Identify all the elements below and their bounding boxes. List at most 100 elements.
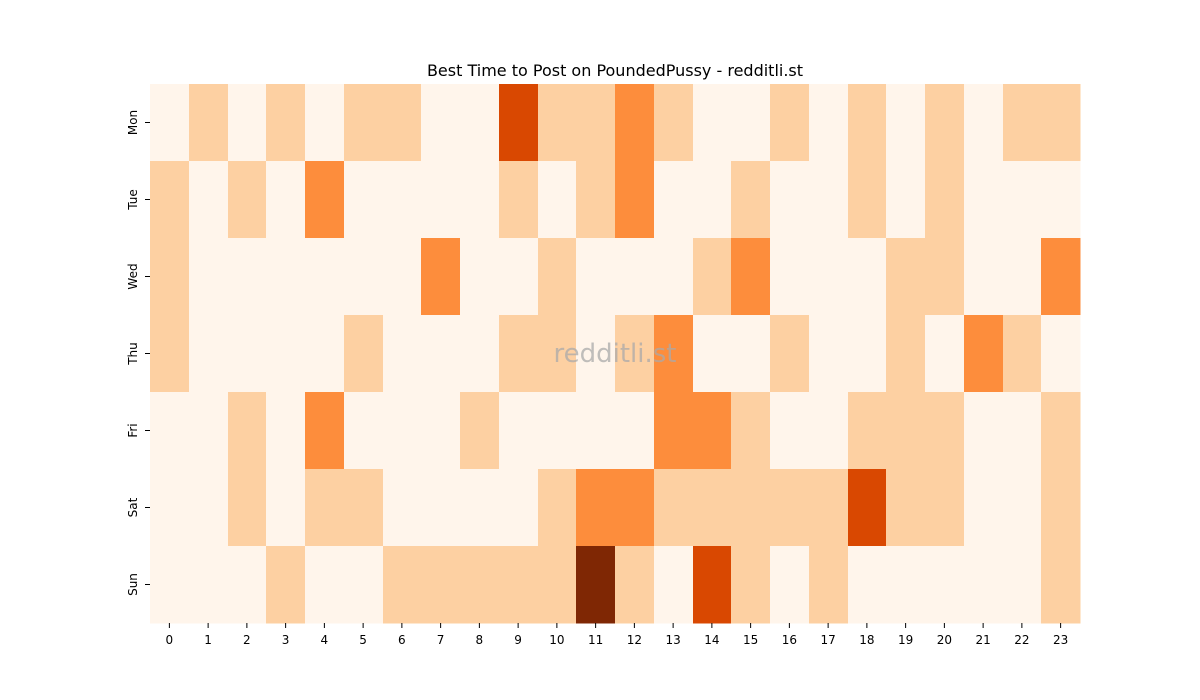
heatmap-cell — [654, 84, 694, 162]
heatmap-cell — [654, 161, 694, 239]
heatmap-cell — [228, 238, 267, 316]
heatmap-cell — [344, 315, 384, 393]
heatmap-cell — [150, 546, 190, 624]
heatmap-cell — [421, 392, 461, 470]
y-axis-ticks: Mon Tue Wed Thu Fri Sat Sun — [126, 110, 150, 596]
heatmap-cell — [228, 84, 267, 162]
heatmap-cell — [1041, 469, 1081, 547]
heatmap-cell — [654, 546, 694, 624]
heatmap-cell — [925, 161, 965, 239]
heatmap-cell — [499, 546, 539, 624]
heatmap-cell — [150, 315, 190, 393]
heatmap-cell — [266, 84, 306, 162]
heatmap-cell — [925, 315, 965, 393]
heatmap-cell — [809, 238, 849, 316]
heatmap-cell — [228, 546, 267, 624]
heatmap-cell — [654, 238, 694, 316]
heatmap-cell — [189, 238, 229, 316]
x-tick-label: 11 — [588, 633, 603, 647]
heatmap-cell — [228, 161, 267, 239]
chart-title: Best Time to Post on PoundedPussy - redd… — [427, 61, 803, 80]
x-tick-label: 4 — [321, 633, 329, 647]
heatmap-cell — [809, 546, 849, 624]
x-tick-label: 19 — [898, 633, 913, 647]
heatmap-cell — [344, 469, 384, 547]
x-tick-label: 16 — [782, 633, 797, 647]
heatmap-cell — [1003, 546, 1042, 624]
heatmap-cell — [925, 392, 965, 470]
heatmap-cell — [615, 161, 655, 239]
heatmap-cell — [809, 469, 849, 547]
watermark: redditli.st — [554, 339, 677, 369]
heatmap-cell — [925, 238, 965, 316]
heatmap-cell — [499, 392, 539, 470]
heatmap-cell — [925, 469, 965, 547]
heatmap-cell — [731, 315, 771, 393]
heatmap-cell — [189, 161, 229, 239]
heatmap-cell — [305, 84, 345, 162]
heatmap-cell — [1041, 392, 1081, 470]
x-tick-label: 22 — [1014, 633, 1029, 647]
heatmap-cell — [383, 315, 422, 393]
heatmap-cell — [925, 84, 965, 162]
heatmap-cell — [886, 84, 926, 162]
heatmap-cell — [886, 469, 926, 547]
heatmap-cell — [460, 392, 500, 470]
heatmap-cell — [305, 238, 345, 316]
heatmap-cell — [886, 238, 926, 316]
heatmap-cell — [615, 238, 655, 316]
heatmap-cell — [1041, 238, 1081, 316]
heatmap-cell — [383, 469, 422, 547]
heatmap-cell — [731, 546, 771, 624]
heatmap-cell — [886, 546, 926, 624]
heatmap-cell — [576, 161, 616, 239]
heatmap-cell — [693, 392, 732, 470]
heatmap-cell — [1041, 161, 1081, 239]
heatmap-cell — [925, 546, 965, 624]
heatmap-cell — [770, 84, 810, 162]
heatmap-cell — [344, 238, 384, 316]
heatmap-cell — [1003, 238, 1042, 316]
y-tick-label: Tue — [126, 189, 140, 211]
x-tick-label: 5 — [359, 633, 367, 647]
heatmap-cell — [538, 315, 577, 393]
heatmap-cell — [886, 161, 926, 239]
heatmap-cell — [421, 546, 461, 624]
heatmap-cell — [499, 84, 539, 162]
heatmap-cell — [886, 392, 926, 470]
heatmap-cell — [770, 161, 810, 239]
heatmap-cell — [305, 546, 345, 624]
heatmap-cell — [344, 161, 384, 239]
heatmap-cell — [964, 315, 1004, 393]
x-tick-label: 8 — [476, 633, 484, 647]
heatmap-cell — [731, 84, 771, 162]
heatmap-cell — [189, 392, 229, 470]
heatmap-cell — [1003, 84, 1042, 162]
heatmap-cell — [654, 469, 694, 547]
heatmap-cell — [693, 238, 732, 316]
heatmap-cell — [421, 84, 461, 162]
x-tick-label: 1 — [204, 633, 212, 647]
heatmap-cell — [305, 315, 345, 393]
heatmap-cell — [460, 469, 500, 547]
heatmap-cell — [460, 161, 500, 239]
heatmap-cell — [460, 315, 500, 393]
heatmap-cell — [809, 315, 849, 393]
heatmap-cell — [383, 84, 422, 162]
heatmap-cell — [848, 469, 887, 547]
heatmap-cell — [654, 315, 694, 393]
x-tick-label: 9 — [514, 633, 522, 647]
heatmap-cell — [383, 546, 422, 624]
heatmap-cell — [809, 392, 849, 470]
heatmap-cell — [460, 84, 500, 162]
heatmap-cell — [305, 469, 345, 547]
heatmap-cell — [305, 161, 345, 239]
heatmap-cell — [693, 546, 732, 624]
x-axis-ticks: 0 1 2 3 4 5 6 7 8 9 10 11 12 13 14 15 16 17 18 19 20 21 22 23 — [166, 623, 1068, 647]
heatmap-cell — [421, 161, 461, 239]
heatmap-cell — [266, 315, 306, 393]
heatmap-cell — [538, 238, 577, 316]
heatmap-cell — [576, 238, 616, 316]
